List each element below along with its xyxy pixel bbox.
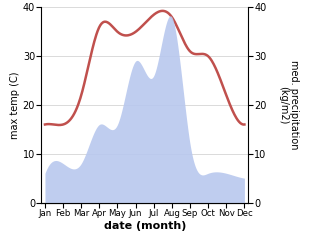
Y-axis label: med. precipitation
(kg/m2): med. precipitation (kg/m2) [278,60,299,150]
X-axis label: date (month): date (month) [103,221,186,230]
Y-axis label: max temp (C): max temp (C) [10,71,20,139]
